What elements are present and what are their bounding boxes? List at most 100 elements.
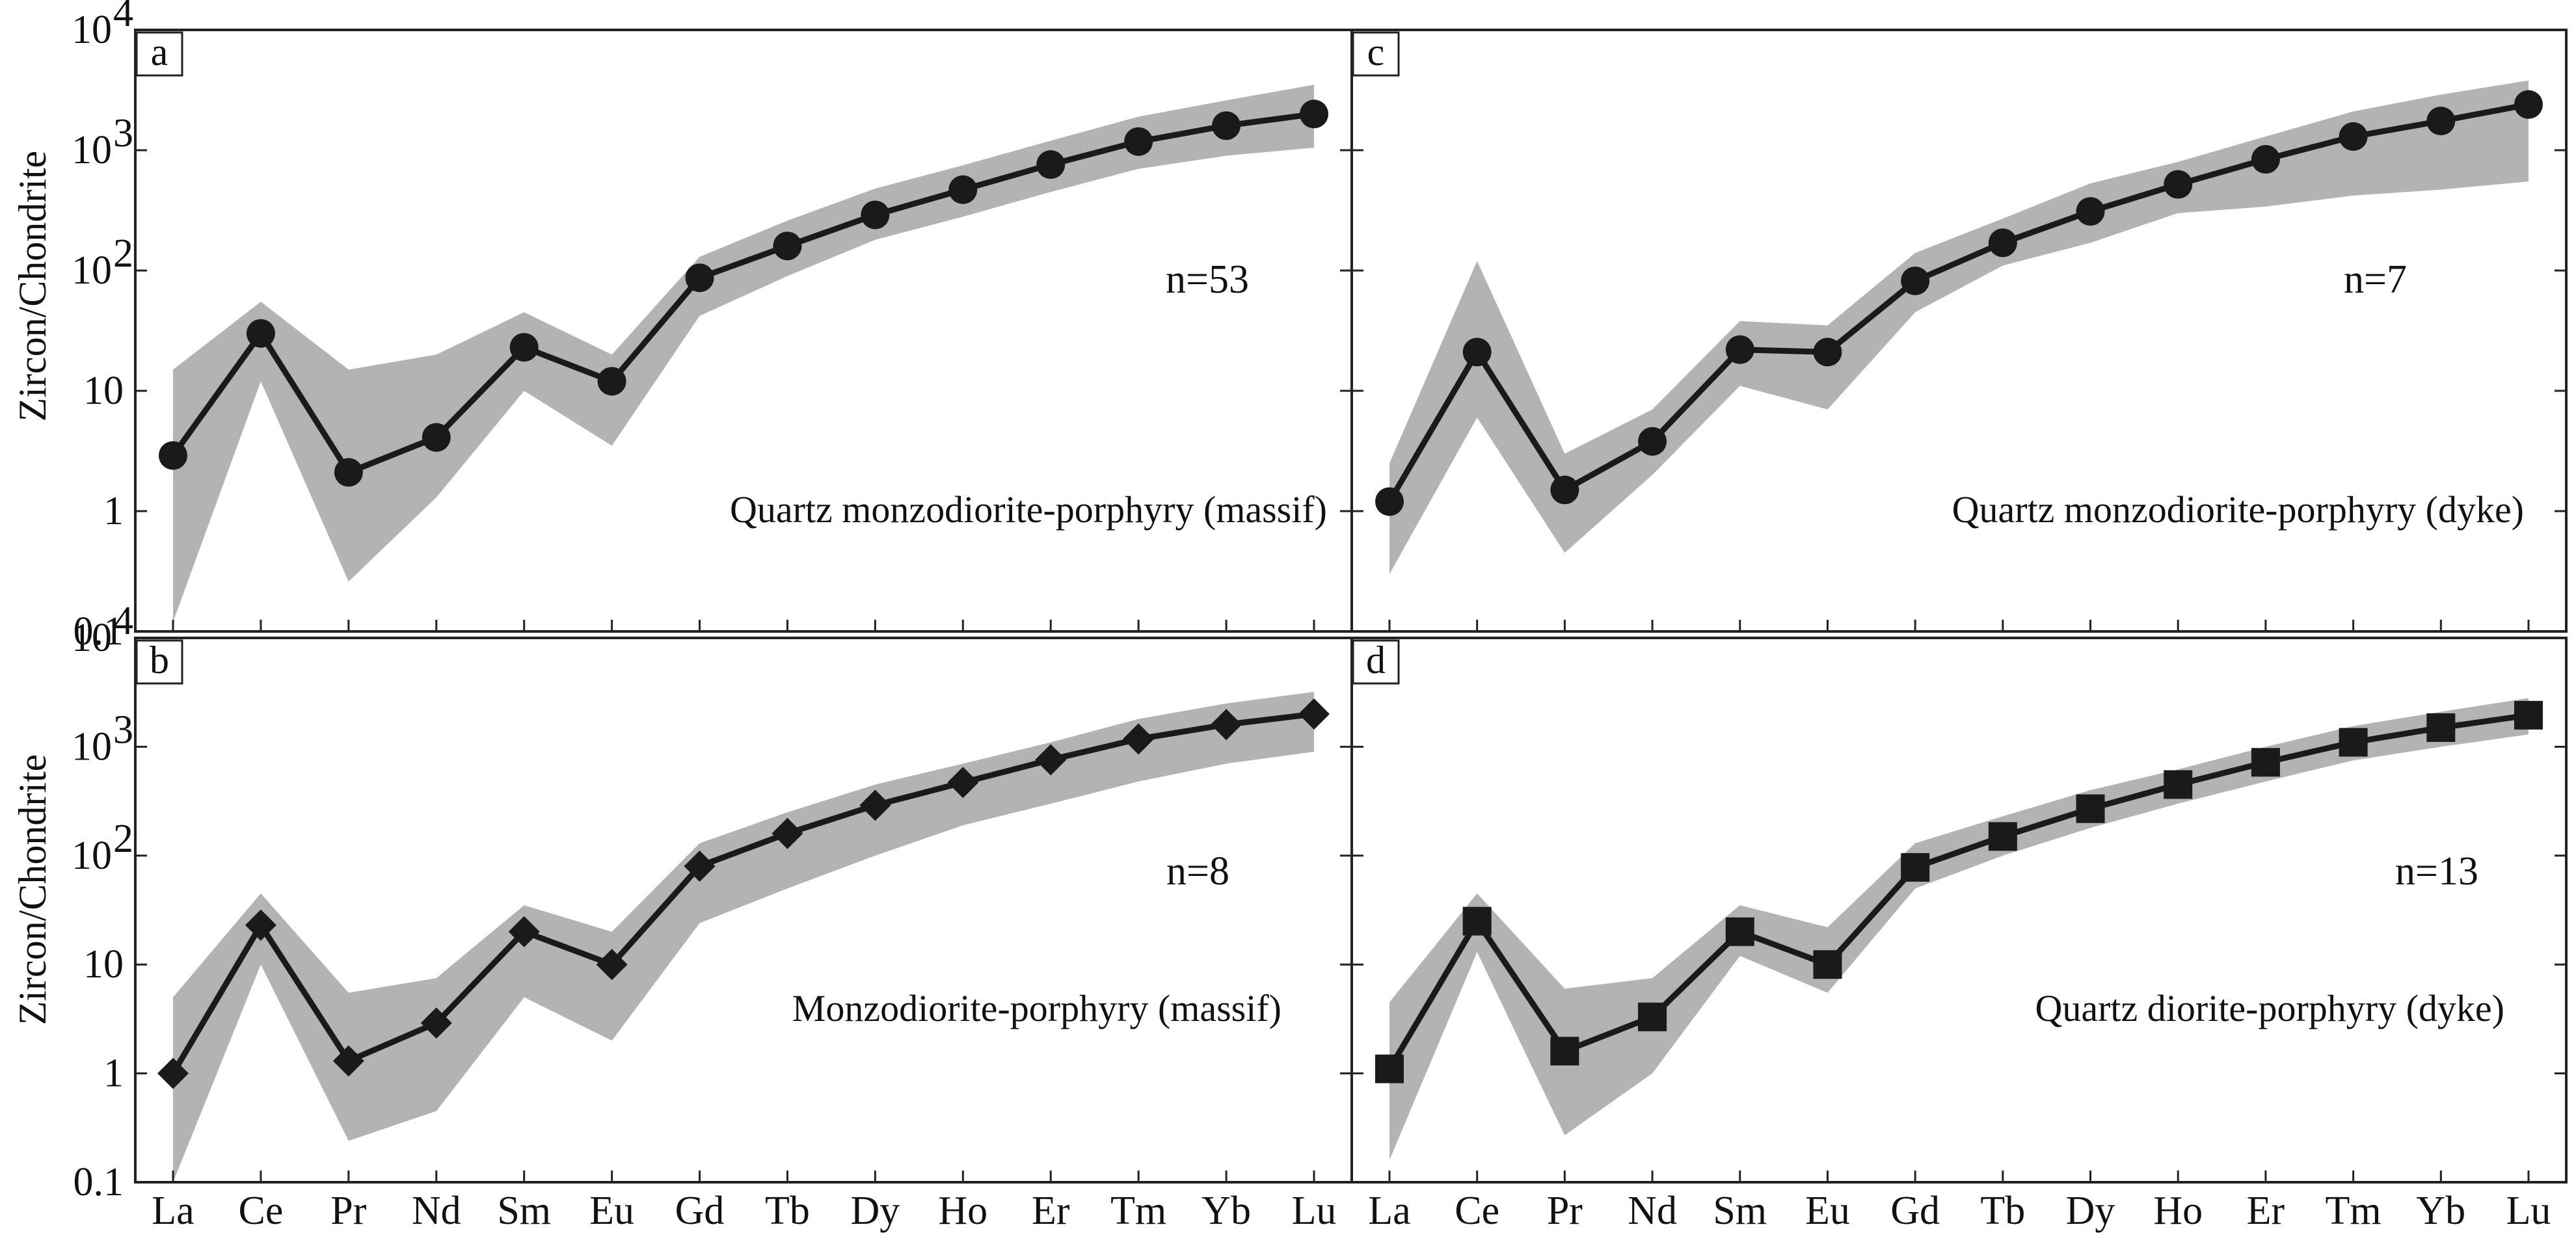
panel-c-point-Sm — [1725, 335, 1754, 364]
panel-c-range-band — [1389, 80, 2529, 574]
panel-d-xlabel-Eu: Eu — [1805, 1189, 1850, 1233]
panel-a-point-Yb — [1212, 111, 1241, 140]
panel-b-n-label: n=8 — [1166, 849, 1229, 893]
panel-b-ytick-exp-4: 3 — [113, 708, 133, 752]
panel-d-n-label: n=13 — [2395, 849, 2478, 893]
panel-a-point-Nd — [422, 423, 451, 452]
panel-b-point-Eu — [596, 949, 628, 981]
panel-a-point-La — [159, 441, 187, 470]
panel-d-tick-layer — [1352, 637, 2566, 1184]
panel-a-ytick-label-0: 0.1 — [74, 609, 124, 654]
panel-b-ytick-label-2: 10 — [83, 942, 124, 986]
panel-d-xlabel-Nd: Nd — [1628, 1189, 1677, 1233]
panel-b-point-Yb — [1211, 709, 1242, 741]
panel-b-ytick-label-5: 10 — [72, 616, 112, 660]
panel-a-letter: a — [151, 31, 168, 73]
panel-a-letter-box — [135, 31, 183, 77]
panel-a-n-label: n=53 — [1166, 258, 1249, 302]
panel-a-ytick-label-5: 10 — [72, 8, 112, 52]
panel-a-ytick-label-4: 10 — [72, 128, 112, 172]
panel-d-point-Ce — [1462, 907, 1492, 936]
panel-b: Monzodiorite-porphyry (massif) n=8 b — [134, 637, 1353, 1184]
panel-c: Quartz monzodiorite-porphyry (dyke) n=7 … — [1350, 29, 2568, 633]
panel-b-point-Ce — [245, 909, 276, 941]
panel-c-point-Er — [2251, 145, 2280, 174]
panel-a-point-Er — [1036, 150, 1066, 179]
panel-b-ytick-exp-5: 4 — [113, 599, 133, 643]
panel-b-xlabel-Gd: Gd — [675, 1189, 725, 1233]
panel-d-point-Er — [2251, 748, 2280, 777]
panel-d-xlabel-Sm: Sm — [1713, 1189, 1767, 1233]
panel-d-xlabel-Ce: Ce — [1455, 1189, 1499, 1233]
panel-b-xlabel-Er: Er — [1032, 1189, 1070, 1233]
panel-b-point-Dy — [859, 789, 891, 821]
panel-b-point-Gd — [684, 851, 716, 882]
panel-d-point-Eu — [1813, 950, 1842, 979]
panel-a-band-layer — [173, 85, 1314, 622]
panel-d-point-La — [1375, 1054, 1404, 1083]
panel-d-xlabel-Lu: Lu — [2506, 1189, 2551, 1233]
panel-d-range-band — [1389, 698, 2529, 1160]
panel-c-point-Dy — [2076, 197, 2105, 226]
panel-b-point-La — [157, 1057, 189, 1089]
panel-c-point-Yb — [2426, 107, 2456, 136]
panel-b-point-Sm — [508, 916, 540, 947]
panel-a-ytick-exp-5: 4 — [113, 0, 133, 35]
panel-b-point-Tb — [771, 817, 803, 849]
y-axis-title-top: Zircon/Chondrite — [11, 151, 54, 422]
panel-d-xlabel-Tm: Tm — [2326, 1189, 2381, 1233]
panel-d-xlabel-La: La — [1368, 1189, 1410, 1233]
panel-c-letter-box — [1352, 31, 1400, 77]
panel-a-ytick-label-1: 1 — [103, 489, 124, 533]
panel-b-point-Ho — [947, 767, 979, 799]
panel-a-average-line — [170, 111, 1315, 475]
panel-c-point-Gd — [1901, 266, 1930, 295]
panel-b-xlabel-La: La — [152, 1189, 194, 1233]
panel-a-point-Sm — [509, 333, 539, 362]
panel-c-series-layer — [1375, 90, 2543, 516]
panel-b-xlabel-Dy: Dy — [850, 1189, 900, 1233]
panel-c-band-layer — [1389, 80, 2529, 574]
panel-b-point-Pr — [332, 1045, 364, 1077]
panel-b-xlabel-Tb: Tb — [765, 1189, 810, 1233]
panel-c-title: Quartz monzodiorite-porphyry (dyke) — [1952, 488, 2524, 531]
panel-d-point-Ho — [2164, 770, 2193, 799]
panel-d-point-Tb — [1988, 822, 2017, 851]
panel-d-xlabel-Er: Er — [2247, 1189, 2285, 1233]
panel-d-xlabel-Tb: Tb — [1980, 1189, 2025, 1233]
panel-b-xlabel-Sm: Sm — [497, 1189, 551, 1233]
panel-c-point-Nd — [1638, 427, 1667, 456]
panel-b-ytick-label-1: 1 — [103, 1052, 124, 1096]
panel-b-ytick-label-4: 10 — [72, 724, 112, 769]
panel-c-point-Ho — [2164, 170, 2193, 199]
panel-c-letter: c — [1367, 31, 1385, 73]
panel-d-point-Nd — [1638, 1002, 1667, 1031]
panel-b-point-Er — [1035, 744, 1067, 776]
panel-c-point-Eu — [1813, 337, 1842, 367]
panel-d-title: Quartz diorite-porphyry (dyke) — [2035, 987, 2504, 1029]
panel-d-point-Sm — [1725, 917, 1754, 946]
panel-a-ytick-label-2: 10 — [83, 369, 124, 413]
panel-a-title: Quartz monzodiorite-porphyry (massif) — [730, 488, 1327, 531]
panel-a-ytick-exp-4: 3 — [113, 111, 133, 155]
panel-b-range-band — [173, 691, 1314, 1182]
panel-b-letter-box — [135, 639, 183, 685]
panel-d-xlabel-Yb: Yb — [2416, 1189, 2465, 1233]
panel-a-point-Lu — [1300, 99, 1328, 129]
panel-d-letter-box — [1352, 639, 1400, 685]
panel-a-point-Ho — [948, 175, 978, 204]
panel-b-letter: b — [150, 639, 169, 682]
panel-d-letter: d — [1366, 639, 1386, 682]
panel-c-point-La — [1375, 487, 1404, 516]
panel-b-series-layer — [157, 698, 1330, 1089]
panel-d-series-layer — [1375, 700, 2543, 1083]
panel-d-point-Dy — [2076, 794, 2105, 823]
panel-b-xlabel-Yb: Yb — [1201, 1189, 1251, 1233]
panel-b-ytick-label-3: 10 — [72, 834, 112, 878]
panel-b-point-Nd — [420, 1007, 452, 1039]
panel-a-ytick-label-3: 10 — [72, 248, 112, 293]
panel-a-point-Gd — [685, 263, 714, 293]
panel-b-ytick-exp-3: 2 — [113, 817, 133, 861]
